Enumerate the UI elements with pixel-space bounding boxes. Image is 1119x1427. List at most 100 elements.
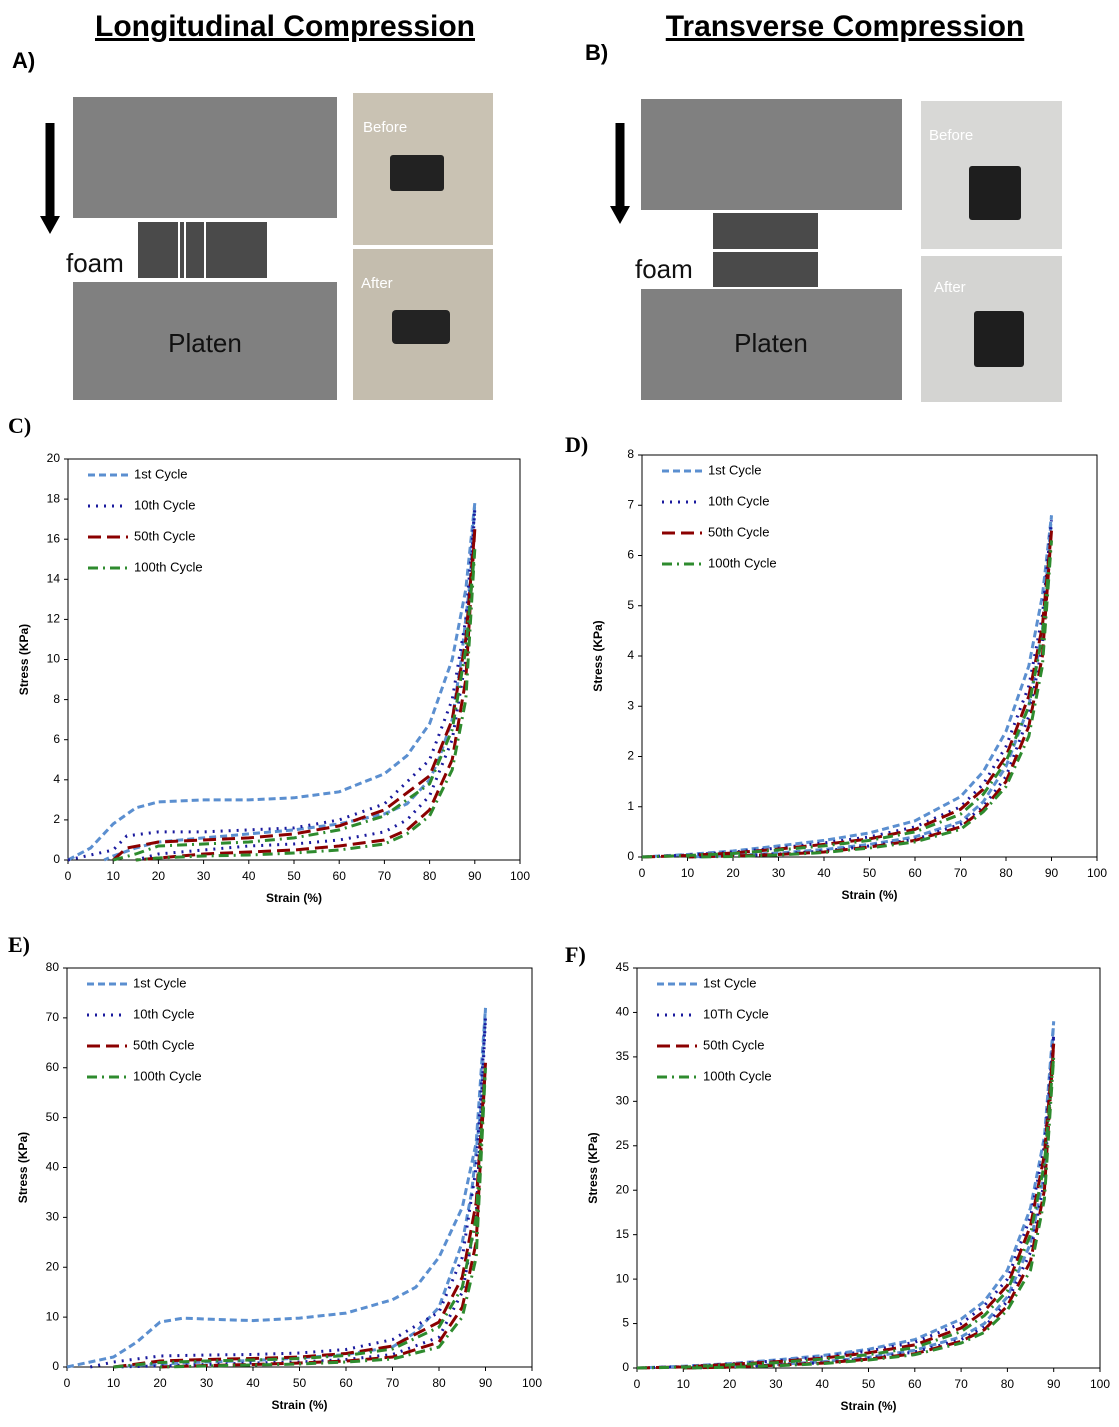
y-tick-label: 20: [616, 1182, 630, 1196]
series-line: [67, 508, 477, 862]
series-line: [67, 502, 477, 862]
legend-label: 50th Cycle: [708, 524, 769, 539]
y-tick-label: 0: [52, 1359, 59, 1373]
x-tick-label: 60: [339, 1376, 353, 1390]
legend-label: 1st Cycle: [708, 462, 761, 477]
x-tick-label: 10: [681, 866, 695, 880]
y-tick-label: 8: [627, 447, 634, 461]
y-tick-label: 80: [46, 960, 60, 974]
sample: [969, 166, 1021, 220]
x-tick-label: 80: [1001, 1377, 1015, 1391]
legend-label: 10th Cycle: [134, 497, 195, 512]
y-tick-label: 60: [46, 1060, 60, 1074]
y-axis-label: Stress (KPa): [591, 620, 605, 691]
x-tick-label: 20: [726, 866, 740, 880]
x-axis-label: Strain (%): [271, 1398, 327, 1412]
y-tick-label: 0: [627, 849, 634, 863]
panel-label: A): [12, 48, 35, 73]
series-line: [112, 529, 477, 862]
series-line: [636, 1043, 1056, 1370]
series-line: [112, 549, 477, 862]
x-tick-label: 60: [908, 866, 922, 880]
y-tick-label: 35: [616, 1049, 630, 1063]
y-tick-label: 30: [46, 1210, 60, 1224]
x-tick-label: 20: [723, 1377, 737, 1391]
series-line: [641, 530, 1053, 859]
x-tick-label: 40: [242, 869, 256, 883]
y-tick-label: 12: [47, 612, 61, 626]
foam-label: foam: [635, 254, 693, 284]
y-tick-label: 50: [46, 1110, 60, 1124]
x-tick-label: 100: [510, 869, 530, 883]
x-tick-label: 60: [908, 1377, 922, 1391]
y-tick-label: 70: [46, 1010, 60, 1024]
legend-label: 100th Cycle: [708, 555, 777, 570]
y-tick-label: 25: [616, 1138, 630, 1152]
y-tick-label: 4: [53, 772, 60, 786]
y-tick-label: 10: [47, 652, 61, 666]
legend-label: 100th Cycle: [133, 1068, 202, 1083]
y-tick-label: 10: [616, 1271, 630, 1285]
x-tick-label: 10: [677, 1377, 691, 1391]
y-tick-label: 30: [616, 1094, 630, 1108]
y-tick-label: 0: [622, 1360, 629, 1374]
x-tick-label: 90: [479, 1376, 493, 1390]
x-tick-label: 30: [769, 1377, 783, 1391]
y-tick-label: 6: [53, 732, 60, 746]
y-axis-label: Stress (KPa): [586, 1132, 600, 1203]
panel-label: B): [585, 40, 608, 65]
x-tick-label: 70: [378, 869, 392, 883]
y-tick-label: 3: [627, 698, 634, 712]
y-tick-label: 16: [47, 531, 61, 545]
y-tick-label: 4: [627, 648, 634, 662]
photo-label: After: [361, 275, 393, 292]
x-tick-label: 40: [246, 1376, 260, 1390]
series-line: [113, 1067, 487, 1369]
y-axis-label: Stress (KPa): [16, 1132, 30, 1203]
legend-label: 10Th Cycle: [703, 1006, 769, 1021]
x-tick-label: 80: [432, 1376, 446, 1390]
x-tick-label: 100: [1087, 866, 1107, 880]
platen: [73, 282, 337, 400]
series-line: [641, 515, 1053, 859]
x-tick-label: 60: [333, 869, 347, 883]
legend-label: 1st Cycle: [703, 975, 756, 990]
x-tick-label: 90: [1045, 866, 1059, 880]
series-line: [636, 1056, 1056, 1370]
title: Longitudinal Compression: [95, 10, 475, 43]
y-tick-label: 0: [53, 852, 60, 866]
x-axis-label: Strain (%): [840, 1399, 896, 1413]
legend-label: 10th Cycle: [708, 493, 769, 508]
arrow-head: [610, 206, 630, 224]
x-tick-label: 80: [999, 866, 1013, 880]
x-tick-label: 50: [862, 1377, 876, 1391]
legend-label: 100th Cycle: [703, 1068, 772, 1083]
legend-label: 50th Cycle: [134, 528, 195, 543]
y-tick-label: 2: [53, 812, 60, 826]
plot-frame: [636, 967, 1101, 1369]
photo-label: After: [934, 279, 966, 296]
x-tick-label: 40: [816, 1377, 830, 1391]
x-tick-label: 0: [64, 1376, 71, 1390]
platen-label: Platen: [734, 328, 808, 358]
top-platen: [73, 97, 337, 218]
sample: [974, 311, 1024, 367]
x-tick-label: 10: [107, 869, 121, 883]
y-tick-label: 8: [53, 692, 60, 706]
panel-label: F): [565, 942, 586, 967]
x-tick-label: 0: [65, 869, 72, 883]
y-tick-label: 6: [627, 548, 634, 562]
y-tick-label: 20: [47, 451, 61, 465]
y-tick-label: 5: [627, 598, 634, 612]
y-tick-label: 2: [627, 749, 634, 763]
y-tick-label: 5: [622, 1316, 629, 1330]
y-tick-label: 40: [46, 1160, 60, 1174]
legend-label: 50th Cycle: [703, 1037, 764, 1052]
x-tick-label: 0: [634, 1377, 641, 1391]
x-tick-label: 80: [423, 869, 437, 883]
foam-block: [713, 252, 818, 287]
x-tick-label: 50: [863, 866, 877, 880]
platen: [641, 289, 902, 400]
y-tick-label: 20: [46, 1259, 60, 1273]
